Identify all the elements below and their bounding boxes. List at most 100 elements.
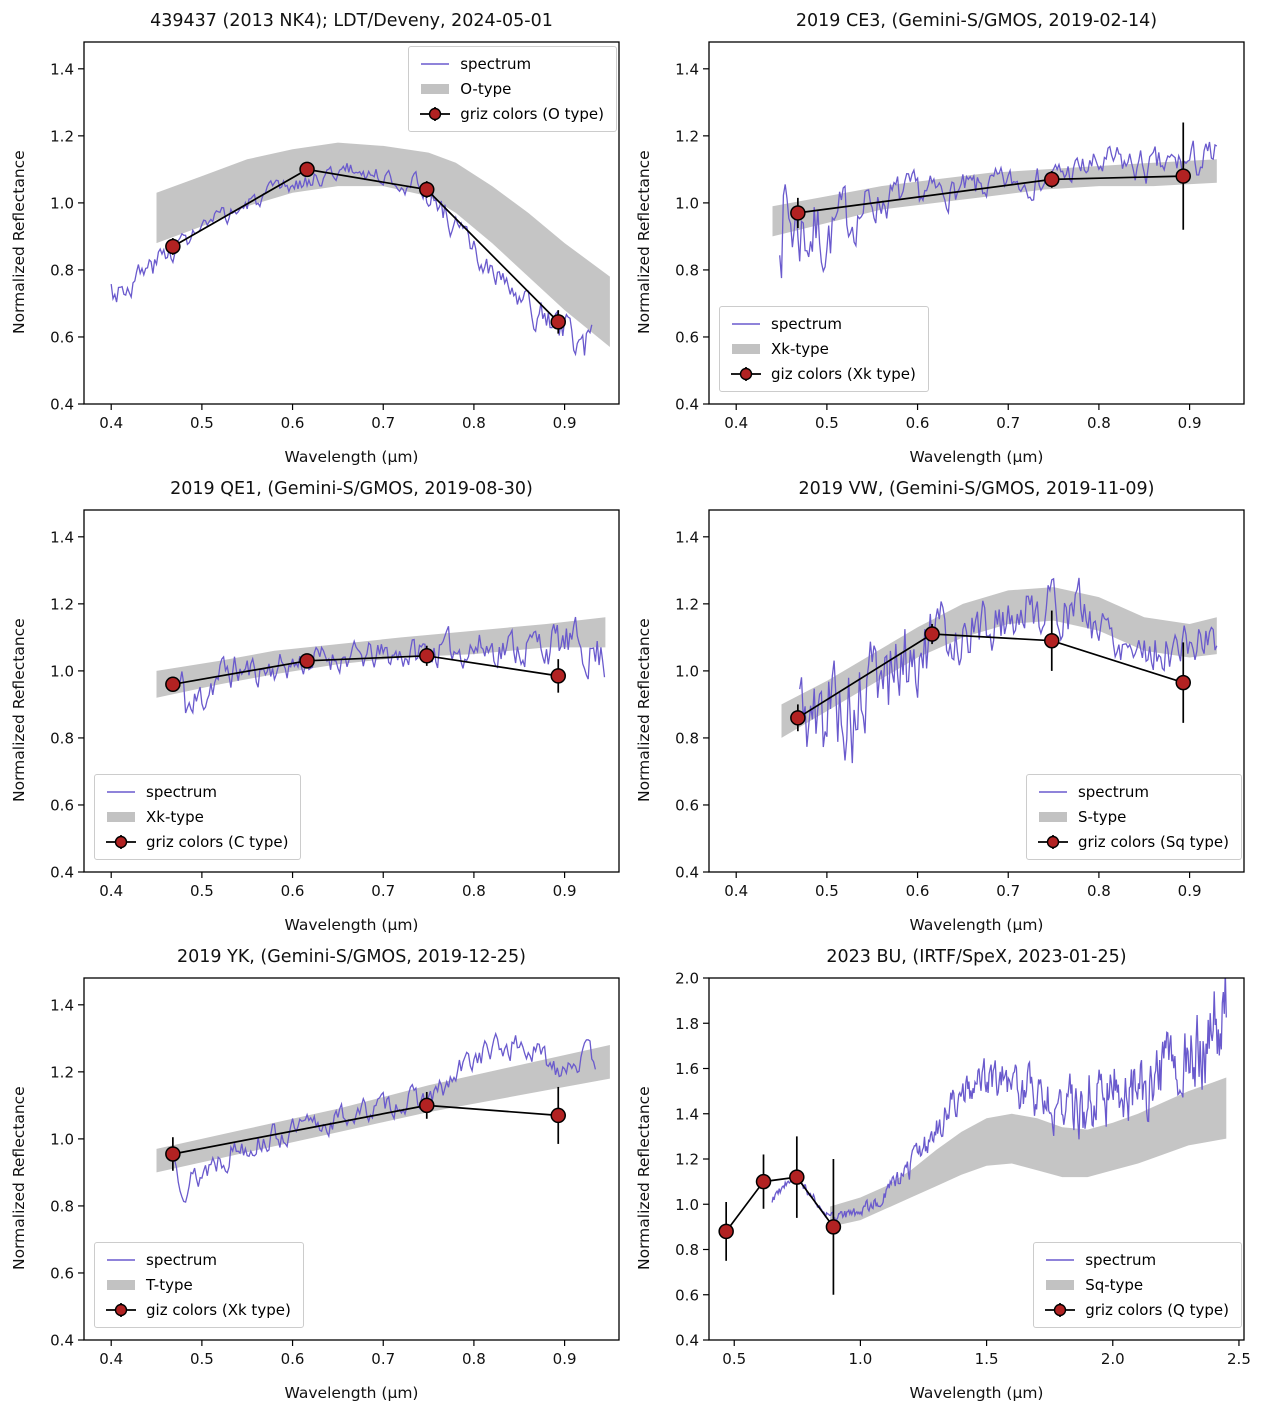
legend-item-colors: giz colors (Xk type) (105, 1301, 291, 1319)
svg-text:0.4: 0.4 (724, 882, 748, 900)
svg-text:1.8: 1.8 (675, 1015, 699, 1033)
svg-text:0.6: 0.6 (906, 882, 930, 900)
legend: spectrum Sq-type griz colors (Q type) (1033, 1242, 1242, 1328)
legend-label: griz colors (Q type) (1085, 1301, 1229, 1319)
errorbar-marker-icon (1045, 1303, 1076, 1317)
y-axis-label: Normalized Reflectance (635, 150, 653, 334)
svg-text:2.5: 2.5 (1227, 1350, 1251, 1368)
legend-label: Xk-type (771, 340, 829, 358)
legend-label: Xk-type (146, 808, 204, 826)
svg-text:0.4: 0.4 (675, 864, 699, 882)
spectrum-line-icon (1046, 1259, 1075, 1261)
legend-item-spectrum: spectrum (1044, 1251, 1229, 1269)
legend-item-spectrum: spectrum (730, 315, 916, 333)
legend-label: spectrum (460, 55, 532, 73)
spectrum-line-icon (421, 63, 450, 65)
subplot-2019vw: 2019 VW, (Gemini-S/GMOS, 2019-11-09) Nor… (631, 474, 1256, 942)
legend-item-type-band: O-type (419, 80, 604, 98)
chart-title: 2019 CE3, (Gemini-S/GMOS, 2019-02-14) (795, 11, 1158, 31)
legend-item-colors: griz colors (Sq type) (1037, 833, 1229, 851)
legend: spectrum T-type giz colors (Xk type) (94, 1242, 304, 1328)
legend-item-type-band: S-type (1037, 808, 1229, 826)
legend-label: O-type (460, 80, 512, 98)
chart-title: 2023 BU, (IRTF/SpeX, 2023-01-25) (826, 947, 1127, 967)
svg-text:0.6: 0.6 (906, 414, 930, 432)
subplot-2019ce3: 2019 CE3, (Gemini-S/GMOS, 2019-02-14) No… (631, 6, 1256, 474)
svg-text:2.0: 2.0 (1101, 1350, 1125, 1368)
svg-text:0.4: 0.4 (99, 882, 123, 900)
svg-text:0.8: 0.8 (675, 261, 699, 279)
svg-text:0.4: 0.4 (724, 414, 748, 432)
svg-text:0.4: 0.4 (50, 1332, 74, 1350)
svg-text:0.8: 0.8 (462, 414, 486, 432)
legend-item-spectrum: spectrum (105, 1251, 291, 1269)
svg-text:0.4: 0.4 (675, 396, 699, 414)
svg-text:0.7: 0.7 (371, 414, 395, 432)
x-axis-label: Wavelength (μm) (909, 448, 1044, 466)
legend: spectrum Xk-type griz colors (C type) (94, 774, 302, 860)
x-axis-label: Wavelength (μm) (284, 448, 419, 466)
svg-text:0.6: 0.6 (675, 796, 699, 814)
svg-text:1.4: 1.4 (675, 1105, 699, 1123)
svg-text:0.5: 0.5 (815, 882, 839, 900)
chart-title: 2019 QE1, (Gemini-S/GMOS, 2019-08-30) (170, 479, 533, 499)
svg-text:0.7: 0.7 (996, 882, 1020, 900)
plot-area: 0.4 0.5 0.6 0.7 0.8 0.9 0.4 0.6 0.8 1.0 1.2 1.4 (675, 509, 1245, 900)
svg-text:1.4: 1.4 (50, 60, 74, 78)
svg-text:1.2: 1.2 (675, 1151, 699, 1169)
svg-text:0.8: 0.8 (1087, 882, 1111, 900)
svg-text:0.7: 0.7 (996, 414, 1020, 432)
svg-text:1.4: 1.4 (50, 528, 74, 546)
legend-label: spectrum (1085, 1251, 1157, 1269)
legend-label: spectrum (146, 783, 217, 801)
legend-item-spectrum: spectrum (419, 55, 604, 73)
subplot-2013nk4: 439437 (2013 NK4); LDT/Deveny, 2024-05-0… (6, 6, 631, 474)
svg-text:0.6: 0.6 (675, 328, 699, 346)
svg-text:1.2: 1.2 (675, 127, 699, 145)
svg-text:0.6: 0.6 (675, 1286, 699, 1304)
band-swatch-icon (107, 1280, 135, 1290)
legend-label: griz colors (Sq type) (1077, 833, 1229, 851)
errorbar-marker-icon (1037, 835, 1068, 849)
svg-text:0.9: 0.9 (1178, 882, 1202, 900)
x-axis-label: Wavelength (μm) (284, 1384, 419, 1402)
x-axis-label: Wavelength (μm) (909, 916, 1044, 934)
spectrum-line-icon (107, 791, 135, 793)
svg-text:0.6: 0.6 (281, 414, 305, 432)
subplot-2019qe1: 2019 QE1, (Gemini-S/GMOS, 2019-08-30) No… (6, 474, 631, 942)
legend-item-type-band: Xk-type (730, 340, 916, 358)
spectrum-line-icon (732, 323, 760, 325)
y-axis-label: Normalized Reflectance (10, 1086, 28, 1270)
svg-text:0.5: 0.5 (815, 414, 839, 432)
svg-text:0.6: 0.6 (281, 882, 305, 900)
errorbar-marker-icon (106, 835, 136, 849)
svg-text:0.8: 0.8 (50, 261, 74, 279)
legend: spectrum O-type griz colors (O type) (408, 46, 617, 132)
band-swatch-icon (107, 812, 135, 822)
svg-text:1.4: 1.4 (675, 528, 699, 546)
plot-area: 0.5 1.0 1.5 2.0 2.5 0.4 0.6 0.8 1.0 1.2 1.4 1.6 1.8 2… (675, 972, 1251, 1368)
svg-text:1.2: 1.2 (50, 127, 74, 145)
svg-text:1.0: 1.0 (50, 662, 74, 680)
legend-label: spectrum (771, 315, 842, 333)
svg-text:0.8: 0.8 (462, 1350, 486, 1368)
svg-text:0.9: 0.9 (553, 1350, 577, 1368)
plot-area: 0.4 0.5 0.6 0.7 0.8 0.9 0.4 0.6 0.8 1.0 1.2 1.4 (675, 41, 1245, 432)
errorbar-marker-icon (420, 107, 451, 121)
svg-text:0.5: 0.5 (722, 1350, 746, 1368)
legend-item-colors: griz colors (Q type) (1044, 1301, 1229, 1319)
svg-text:0.6: 0.6 (50, 328, 74, 346)
legend-label: T-type (146, 1276, 193, 1294)
svg-text:0.9: 0.9 (553, 414, 577, 432)
y-axis-label: Normalized Reflectance (10, 618, 28, 802)
svg-text:0.4: 0.4 (675, 1332, 699, 1350)
legend-label: griz colors (C type) (146, 833, 289, 851)
band-swatch-icon (1046, 1280, 1075, 1290)
svg-text:0.6: 0.6 (50, 796, 74, 814)
svg-text:1.0: 1.0 (675, 662, 699, 680)
legend-item-colors: griz colors (O type) (419, 105, 604, 123)
legend: spectrum S-type griz colors (Sq type) (1025, 774, 1242, 860)
y-axis-label: Normalized Reflectance (635, 618, 653, 802)
legend-label: S-type (1077, 808, 1127, 826)
